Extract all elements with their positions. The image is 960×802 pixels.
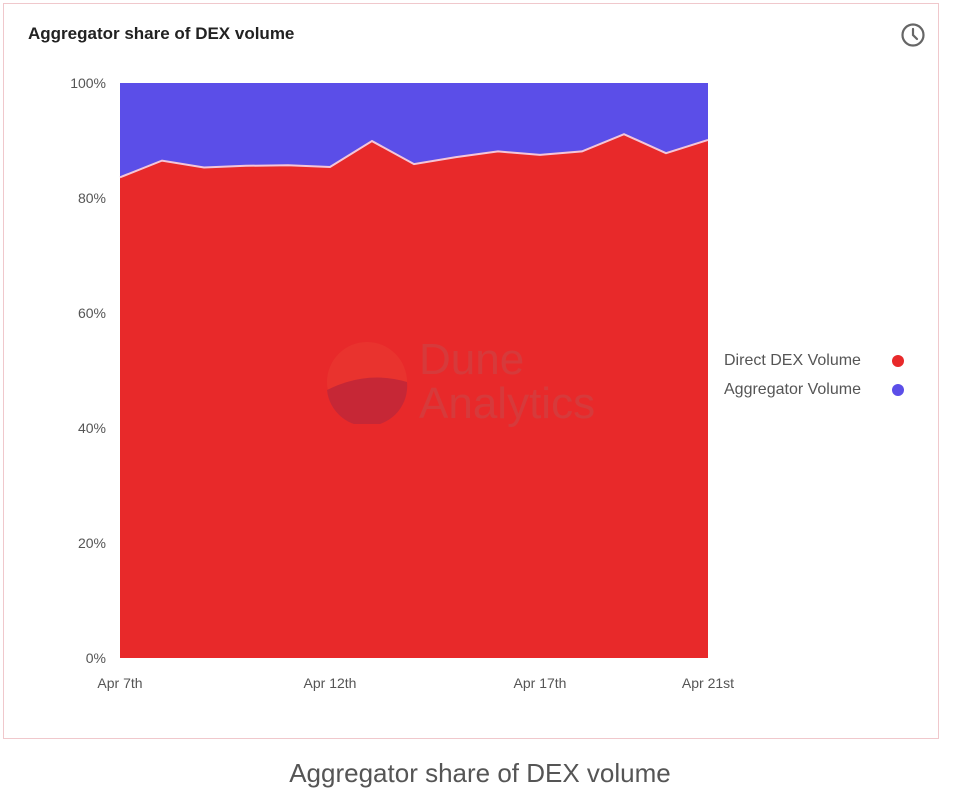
legend-item-direct[interactable]: Direct DEX Volume: [724, 346, 904, 375]
watermark: Dune Analytics: [325, 338, 595, 426]
watermark-line2: Analytics: [419, 379, 596, 428]
series-boundary-line: [119, 133, 709, 179]
x-tick-label: Apr 17th: [514, 675, 567, 691]
dune-logo-icon: [327, 342, 408, 424]
legend-dot: [892, 383, 904, 396]
y-tick-label: 20%: [78, 535, 106, 551]
x-tick-label: Apr 7th: [97, 675, 142, 691]
legend: Direct DEX Volume Aggregator Volume: [724, 346, 904, 404]
legend-label: Direct DEX Volume: [724, 351, 861, 369]
watermark-line1: Dune: [419, 335, 525, 384]
legend-item-aggregator[interactable]: Aggregator Volume: [724, 375, 904, 404]
area-chart: 0% 20% 40% 60% 80% 100% Apr 7th Apr 12th Apr 17t…: [70, 75, 734, 691]
x-tick-label: Apr 21st: [682, 675, 734, 691]
legend-label: Aggregator Volume: [724, 380, 861, 398]
legend-dot: [892, 354, 904, 367]
area-direct-dex-volume: [120, 134, 708, 659]
y-tick-label: 40%: [78, 420, 106, 436]
y-tick-label: 0%: [86, 650, 106, 666]
y-tick-label: 80%: [78, 190, 106, 206]
clock-icon[interactable]: [900, 22, 926, 48]
x-tick-label: Apr 12th: [304, 675, 357, 691]
y-tick-label: 60%: [78, 305, 106, 321]
caption: Aggregator share of DEX volume: [289, 758, 671, 788]
chart-title: Aggregator share of DEX volume: [28, 24, 295, 43]
area-aggregator-volume: [120, 83, 708, 178]
y-tick-label: 100%: [70, 75, 106, 91]
